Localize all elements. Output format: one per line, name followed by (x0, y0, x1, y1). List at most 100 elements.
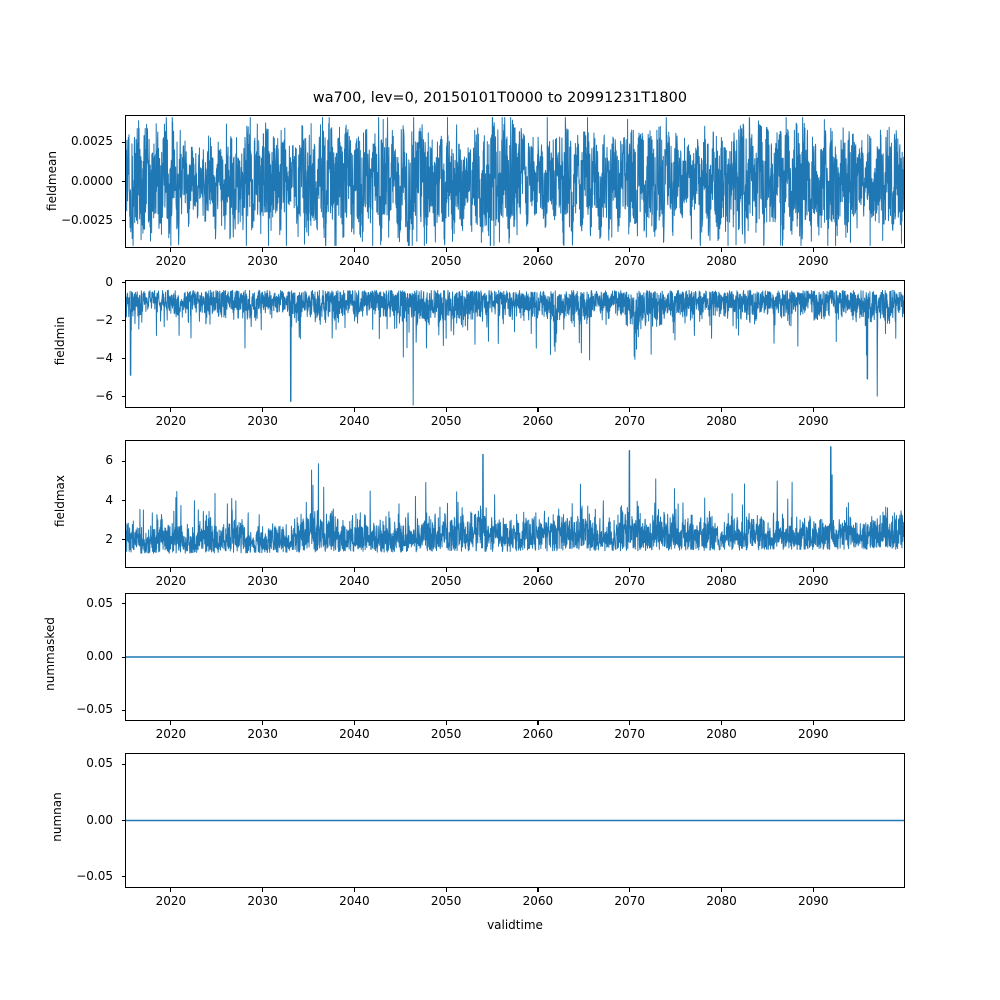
ytick-mark (121, 220, 125, 222)
ytick-mark (121, 141, 125, 143)
plot-area-fieldmin (126, 289, 904, 406)
xtick-mark (170, 408, 172, 412)
xtick-label: 2080 (706, 727, 737, 741)
ytick-label: −0.05 (76, 868, 113, 883)
ytick-mark (121, 539, 125, 541)
ytick-label: −4 (95, 350, 113, 365)
ytick-label: 4 (105, 492, 113, 507)
ytick-mark (121, 320, 125, 322)
xtick-label: 2080 (706, 894, 737, 908)
xtick-label: 2090 (797, 894, 829, 908)
xtick-label: 2080 (706, 254, 737, 268)
xtick-mark (812, 248, 814, 252)
xtick-label: 2060 (522, 574, 554, 588)
xtick-label: 2070 (614, 574, 645, 588)
xtick-label: 2080 (706, 414, 737, 428)
ytick-mark (121, 603, 125, 605)
xtick-mark (170, 721, 172, 725)
plot-area-fieldmax (126, 446, 904, 554)
xtick-mark (262, 248, 264, 252)
xtick-label: 2050 (430, 894, 462, 908)
ytick-label: 0 (105, 274, 113, 289)
xtick-label: 2050 (430, 574, 462, 588)
xtick-mark (262, 568, 264, 572)
xtick-label: 2050 (430, 414, 462, 428)
ytick-label: 0.00 (86, 812, 113, 827)
xtick-mark (629, 888, 631, 892)
xtick-label: 2060 (522, 727, 554, 741)
xtick-mark (537, 568, 539, 572)
ytick-label: 0.0000 (71, 173, 113, 188)
xtick-mark (720, 721, 723, 725)
xtick-label: 2050 (430, 254, 462, 268)
xtick-mark (262, 408, 264, 412)
ytick-label: 2 (105, 531, 113, 546)
plot-area-fieldmean (126, 117, 904, 246)
xtick-label: 2080 (706, 574, 737, 588)
ytick-mark (121, 460, 125, 463)
xtick-mark (445, 721, 447, 725)
xtick-label: 2050 (430, 727, 462, 741)
xtick-label: 2090 (797, 254, 829, 268)
ytick-label: 0.00 (86, 649, 113, 663)
xtick-label: 2060 (522, 894, 554, 908)
xtick-mark (537, 408, 539, 412)
xtick-mark (170, 248, 172, 252)
xtick-label: 2060 (522, 414, 554, 428)
xtick-label: 2040 (339, 894, 370, 908)
xtick-mark (353, 408, 355, 412)
axes-fieldmin (125, 280, 905, 408)
xtick-label: 2090 (797, 414, 829, 428)
ytick-mark (121, 820, 125, 822)
xtick-label: 2020 (155, 574, 187, 588)
ylabel-fieldmin: fieldmin (53, 316, 67, 366)
xtick-mark (445, 888, 447, 892)
ytick-mark (121, 181, 125, 183)
xtick-label: 2020 (155, 254, 187, 268)
axes-numnan (125, 753, 905, 888)
xtick-label: 2070 (614, 254, 645, 268)
xtick-label: 2030 (247, 727, 278, 741)
ytick-label: 0.0025 (71, 134, 113, 149)
xtick-mark (170, 568, 172, 572)
plot-area-nummasked (126, 656, 904, 658)
xtick-label: 2070 (614, 414, 645, 428)
axes-fieldmean (125, 115, 905, 248)
ytick-label: 0.05 (86, 595, 113, 610)
xtick-mark (262, 888, 264, 892)
ytick-mark (121, 358, 125, 360)
ytick-label: −2 (95, 312, 113, 327)
ytick-mark (121, 709, 125, 711)
xtick-label: 2040 (339, 414, 370, 428)
xtick-label: 2090 (797, 727, 829, 741)
xtick-mark (812, 568, 814, 572)
xtick-label: 2040 (339, 574, 370, 588)
xtick-label: 2030 (247, 414, 278, 428)
xtick-mark (537, 888, 539, 892)
xtick-mark (629, 721, 631, 725)
xtick-label: 2020 (155, 727, 187, 741)
axes-nummasked (125, 593, 905, 721)
xtick-mark (720, 408, 723, 412)
ytick-label: −0.05 (76, 702, 113, 717)
xtick-label: 2040 (339, 727, 370, 741)
xtick-mark (720, 248, 723, 252)
xtick-mark (170, 888, 172, 892)
xtick-mark (262, 721, 264, 725)
xtick-mark (445, 568, 447, 572)
xtick-label: 2030 (247, 894, 278, 908)
xtick-label: 2030 (247, 574, 278, 588)
xtick-label: 2020 (155, 894, 187, 908)
xtick-mark (812, 888, 814, 892)
xtick-label: 2090 (797, 574, 829, 588)
xtick-mark (812, 408, 814, 412)
ytick-mark (121, 282, 125, 284)
xlabel-validtime: validtime (487, 918, 543, 932)
ytick-mark (121, 876, 125, 878)
ytick-mark (121, 396, 125, 398)
xtick-mark (353, 888, 355, 892)
ytick-mark (121, 500, 125, 502)
xtick-mark (629, 568, 631, 572)
xtick-label: 2070 (614, 894, 645, 908)
